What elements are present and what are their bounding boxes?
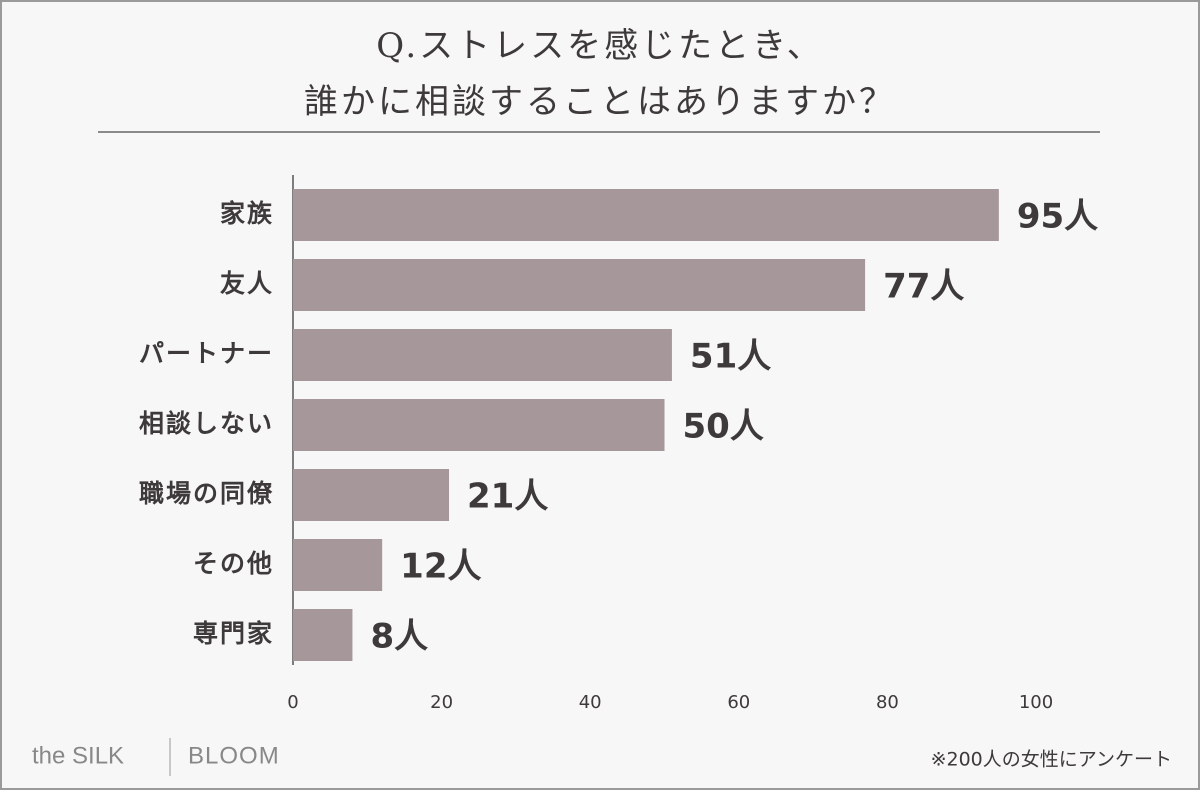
value-label: 51人 xyxy=(690,337,771,377)
bar xyxy=(293,539,383,591)
x-tick-label: 20 xyxy=(430,692,453,713)
y-tick-label: その他 xyxy=(193,549,274,578)
value-label: 21人 xyxy=(467,477,548,517)
x-tick-label: 0 xyxy=(287,692,298,713)
x-tick-label: 40 xyxy=(579,692,602,713)
footnote: ※200人の女性にアンケート xyxy=(931,749,1172,771)
logo: BLOOM xyxy=(188,742,280,769)
value-label: 8人 xyxy=(370,617,428,657)
value-label: 50人 xyxy=(683,407,764,447)
y-tick-label: 職場の同僚 xyxy=(139,479,274,508)
bar xyxy=(293,399,665,451)
x-tick-label: 80 xyxy=(876,692,899,713)
logo: the SILK xyxy=(32,742,124,769)
y-tick-label: 相談しない xyxy=(139,409,274,438)
bar xyxy=(293,189,999,241)
value-label: 77人 xyxy=(883,267,964,307)
value-label: 95人 xyxy=(1017,197,1098,237)
x-tick-label: 100 xyxy=(1019,692,1053,713)
bar xyxy=(293,469,450,521)
bar xyxy=(293,259,866,311)
y-tick-label: 友人 xyxy=(220,269,274,298)
y-tick-label: 専門家 xyxy=(193,619,274,648)
value-label: 12人 xyxy=(400,547,481,587)
x-tick-label: 60 xyxy=(727,692,750,713)
y-tick-label: パートナー xyxy=(139,339,274,368)
y-tick-label: 家族 xyxy=(220,199,274,228)
bar xyxy=(293,329,672,381)
chart-title: 誰かに相談することはありますか？ xyxy=(304,82,896,122)
chart-title: Q.ストレスを感じたとき、 xyxy=(376,26,824,66)
bar xyxy=(293,609,353,661)
